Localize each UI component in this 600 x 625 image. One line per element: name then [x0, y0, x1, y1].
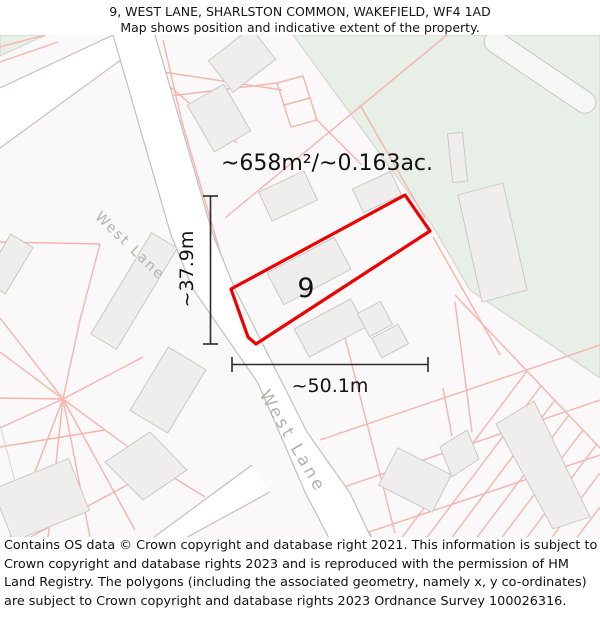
plot-number-label: 9 [297, 273, 314, 304]
map-header: 9, WEST LANE, SHARLSTON COMMON, WAKEFIEL… [0, 0, 600, 35]
map-container: ~658m²/~0.163ac. 9 ~37.9m ~50.1m West La… [0, 35, 600, 537]
property-address-title: 9, WEST LANE, SHARLSTON COMMON, WAKEFIEL… [109, 4, 491, 19]
buildings [0, 35, 591, 537]
width-dimension-label: ~50.1m [292, 375, 369, 397]
track-shape [483, 35, 597, 114]
roads [0, 35, 372, 537]
west-lane-road [113, 35, 371, 537]
copyright-notice: Contains OS data © Crown copyright and d… [0, 537, 598, 625]
branch-road [154, 465, 270, 537]
map-description: Map shows position and indicative extent… [120, 20, 480, 35]
dimension-lines [203, 195, 429, 372]
property-boundary [229, 193, 432, 346]
depth-dimension-label: ~37.9m [176, 231, 198, 308]
map-canvas: ~658m²/~0.163ac. 9 ~37.9m ~50.1m West La… [0, 35, 600, 537]
area-label: ~658m²/~0.163ac. [221, 151, 433, 176]
